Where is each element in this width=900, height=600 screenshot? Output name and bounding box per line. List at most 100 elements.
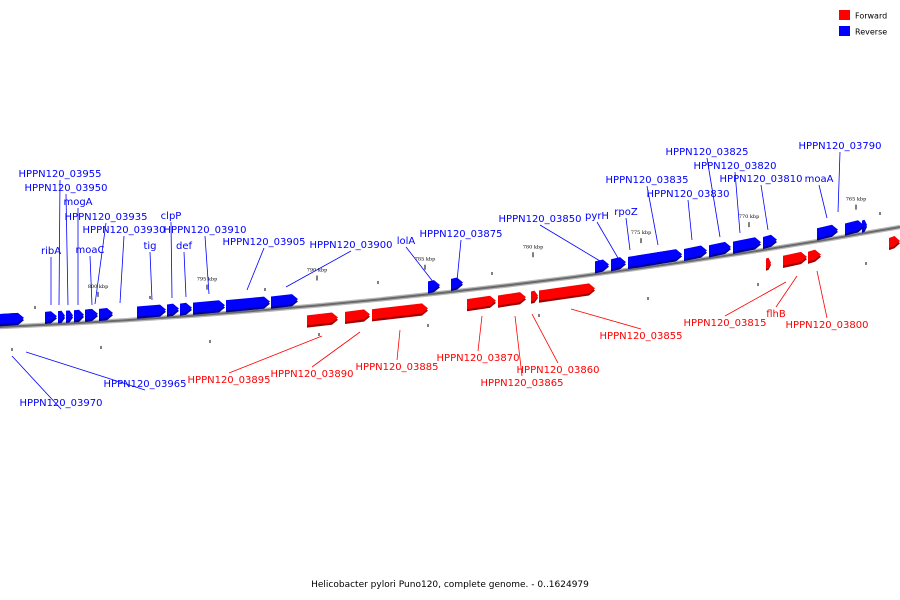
callout-line: [170, 221, 173, 299]
gene-feature-hppn120-03865[interactable]: [498, 292, 526, 306]
gene-label-hppn120-03895[interactable]: HPPN120_03895: [188, 375, 271, 386]
callout-line: [396, 329, 401, 361]
gene-label-moaa[interactable]: moaA: [805, 174, 834, 185]
gene-feature-flhb[interactable]: [783, 251, 807, 266]
tick-label: 800 kbp: [88, 284, 109, 290]
gene-feature-tig[interactable]: [137, 304, 166, 317]
gene-label-hppn120-03950[interactable]: HPPN120_03950: [25, 183, 108, 194]
legend-forward-label: Forward: [855, 12, 887, 21]
gene-feature-def[interactable]: [180, 302, 192, 314]
gene-label-def[interactable]: def: [176, 241, 193, 252]
callout-line: [405, 246, 435, 284]
gene-label-hppn120-03930[interactable]: HPPN120_03930: [83, 225, 166, 236]
gene-label-hppn120-03885[interactable]: HPPN120_03885: [356, 362, 439, 373]
gene-label-flhb[interactable]: flhB: [766, 309, 786, 320]
gene-feature-hppn120-03825[interactable]: [709, 241, 731, 256]
callout-line: [818, 184, 828, 219]
gene-feature-hppn120-03870[interactable]: [467, 295, 496, 310]
gene-feature-hppn120-03885[interactable]: [372, 303, 428, 320]
gene-feature-hppn120-03890[interactable]: [345, 309, 370, 322]
gene-feature-lola[interactable]: [428, 280, 440, 292]
gene-label-hppn120-03860[interactable]: HPPN120_03860: [517, 365, 600, 376]
gene-feature-pyrh[interactable]: [611, 257, 626, 270]
callout-line: [89, 255, 93, 306]
gene-feature-unlabeled[interactable]: [889, 236, 900, 248]
gene-label-rpoz[interactable]: rpoZ: [614, 207, 638, 218]
callout-line: [706, 157, 721, 238]
callout-line: [204, 235, 210, 295]
gene-feature-hppn120-03810[interactable]: [763, 234, 777, 247]
gene-label-hppn120-03910[interactable]: HPPN120_03910: [164, 225, 247, 236]
callout-line: [285, 250, 352, 288]
gene-feature-hppn120-03815[interactable]: [766, 257, 771, 269]
gene-label-moac[interactable]: moaC: [76, 245, 105, 256]
gene-label-lola[interactable]: lolA: [397, 236, 416, 247]
gene-feature-hppn120-03930[interactable]: [99, 308, 113, 319]
gene-feature-moac[interactable]: [86, 308, 98, 320]
gene-label-moga[interactable]: mogA: [63, 197, 92, 208]
callout-line: [228, 335, 323, 374]
gene-feature-hppn120-03820[interactable]: [733, 237, 761, 252]
callout-line: [816, 270, 828, 319]
callout-line: [25, 351, 146, 391]
gene-feature-hppn120-03835[interactable]: [636, 249, 682, 266]
callout-line: [477, 315, 483, 352]
gene-label-hppn120-03870[interactable]: HPPN120_03870: [437, 353, 520, 364]
gene-label-hppn120-03825[interactable]: HPPN120_03825: [666, 147, 749, 158]
gene-label-hppn120-03810[interactable]: HPPN120_03810: [720, 174, 803, 185]
callout-line: [596, 221, 619, 259]
gene-feature-hppn120-03860[interactable]: [531, 290, 538, 302]
gene-label-hppn120-03905[interactable]: HPPN120_03905: [223, 237, 306, 248]
gene-feature-hppn120-03875[interactable]: [451, 277, 463, 289]
gene-label-hppn120-03890[interactable]: HPPN120_03890: [271, 369, 354, 380]
callout-line: [58, 179, 61, 306]
gene-feature-hppn120-03910[interactable]: [193, 300, 225, 313]
gene-feature-riba[interactable]: [45, 311, 57, 322]
callout-line: [531, 313, 559, 364]
gene-label-hppn120-03865[interactable]: HPPN120_03865: [481, 378, 564, 389]
genome-caption: Helicobacter pylori Puno120, complete ge…: [311, 580, 589, 590]
gene-label-hppn120-03800[interactable]: HPPN120_03800: [786, 320, 869, 331]
gene-label-hppn120-03965[interactable]: HPPN120_03965: [104, 379, 187, 390]
gene-feature-hppn120-03850[interactable]: [595, 259, 609, 272]
gene-label-pyrh[interactable]: pyrH: [585, 211, 609, 222]
gene-label-hppn120-03850[interactable]: HPPN120_03850: [499, 214, 582, 225]
tick-label: 790 kbp: [307, 267, 328, 273]
legend-reverse-label: Reverse: [855, 28, 887, 37]
gene-feature-hppn120-03955[interactable]: [58, 310, 65, 322]
gene-label-hppn120-03970[interactable]: HPPN120_03970: [20, 398, 103, 409]
genome-backbone: [0, 224, 900, 330]
gene-label-hppn120-03900[interactable]: HPPN120_03900: [310, 240, 393, 251]
gene-label-hppn120-03830[interactable]: HPPN120_03830: [647, 189, 730, 200]
gene-feature-hppn120-03965[interactable]: [0, 312, 24, 324]
gene-label-tig[interactable]: tig: [143, 241, 156, 252]
callout-line: [539, 224, 601, 262]
gene-feature-hppn120-03855[interactable]: [539, 283, 595, 301]
gene-label-hppn120-03815[interactable]: HPPN120_03815: [684, 318, 767, 329]
gene-label-hppn120-03935[interactable]: HPPN120_03935: [65, 212, 148, 223]
tick-label: 765 kbp: [846, 197, 867, 203]
gene-label-riba[interactable]: ribA: [41, 246, 61, 257]
gene-label-hppn120-03835[interactable]: HPPN120_03835: [606, 175, 689, 186]
gene-feature-hppn120-03895[interactable]: [307, 312, 338, 326]
gene-feature-hppn120-03800[interactable]: [808, 249, 821, 262]
gene-label-hppn120-03820[interactable]: HPPN120_03820: [694, 161, 777, 172]
gene-feature-hppn120-03900[interactable]: [271, 294, 298, 307]
gene-feature-hppn120-03905[interactable]: [226, 296, 270, 311]
gene-feature-moaa[interactable]: [817, 224, 838, 239]
gene-label-clpp[interactable]: clpP: [161, 211, 182, 222]
gene-feature-hppn120-03830[interactable]: [684, 245, 707, 259]
gene-label-hppn120-03955[interactable]: HPPN120_03955: [19, 169, 102, 180]
gene-label-hppn120-03875[interactable]: HPPN120_03875: [420, 229, 503, 240]
gene-feature-hppn120-03950[interactable]: [66, 310, 73, 321]
gene-label-hppn120-03790[interactable]: HPPN120_03790: [799, 141, 882, 152]
callout-lines: [11, 151, 841, 410]
gene-feature-moga[interactable]: [74, 309, 84, 321]
callout-line: [94, 222, 107, 305]
legend-reverse-swatch: [839, 26, 850, 36]
gene-label-hppn120-03855[interactable]: HPPN120_03855: [600, 331, 683, 342]
tick-label: 795 kbp: [197, 277, 218, 283]
gene-feature-clpp[interactable]: [167, 303, 179, 315]
gene-feature-hppn120-03790[interactable]: [845, 220, 864, 234]
gene-labels: HPPN120_03955 HPPN120_03950 mogA ribA HPPN12…: [19, 141, 882, 409]
